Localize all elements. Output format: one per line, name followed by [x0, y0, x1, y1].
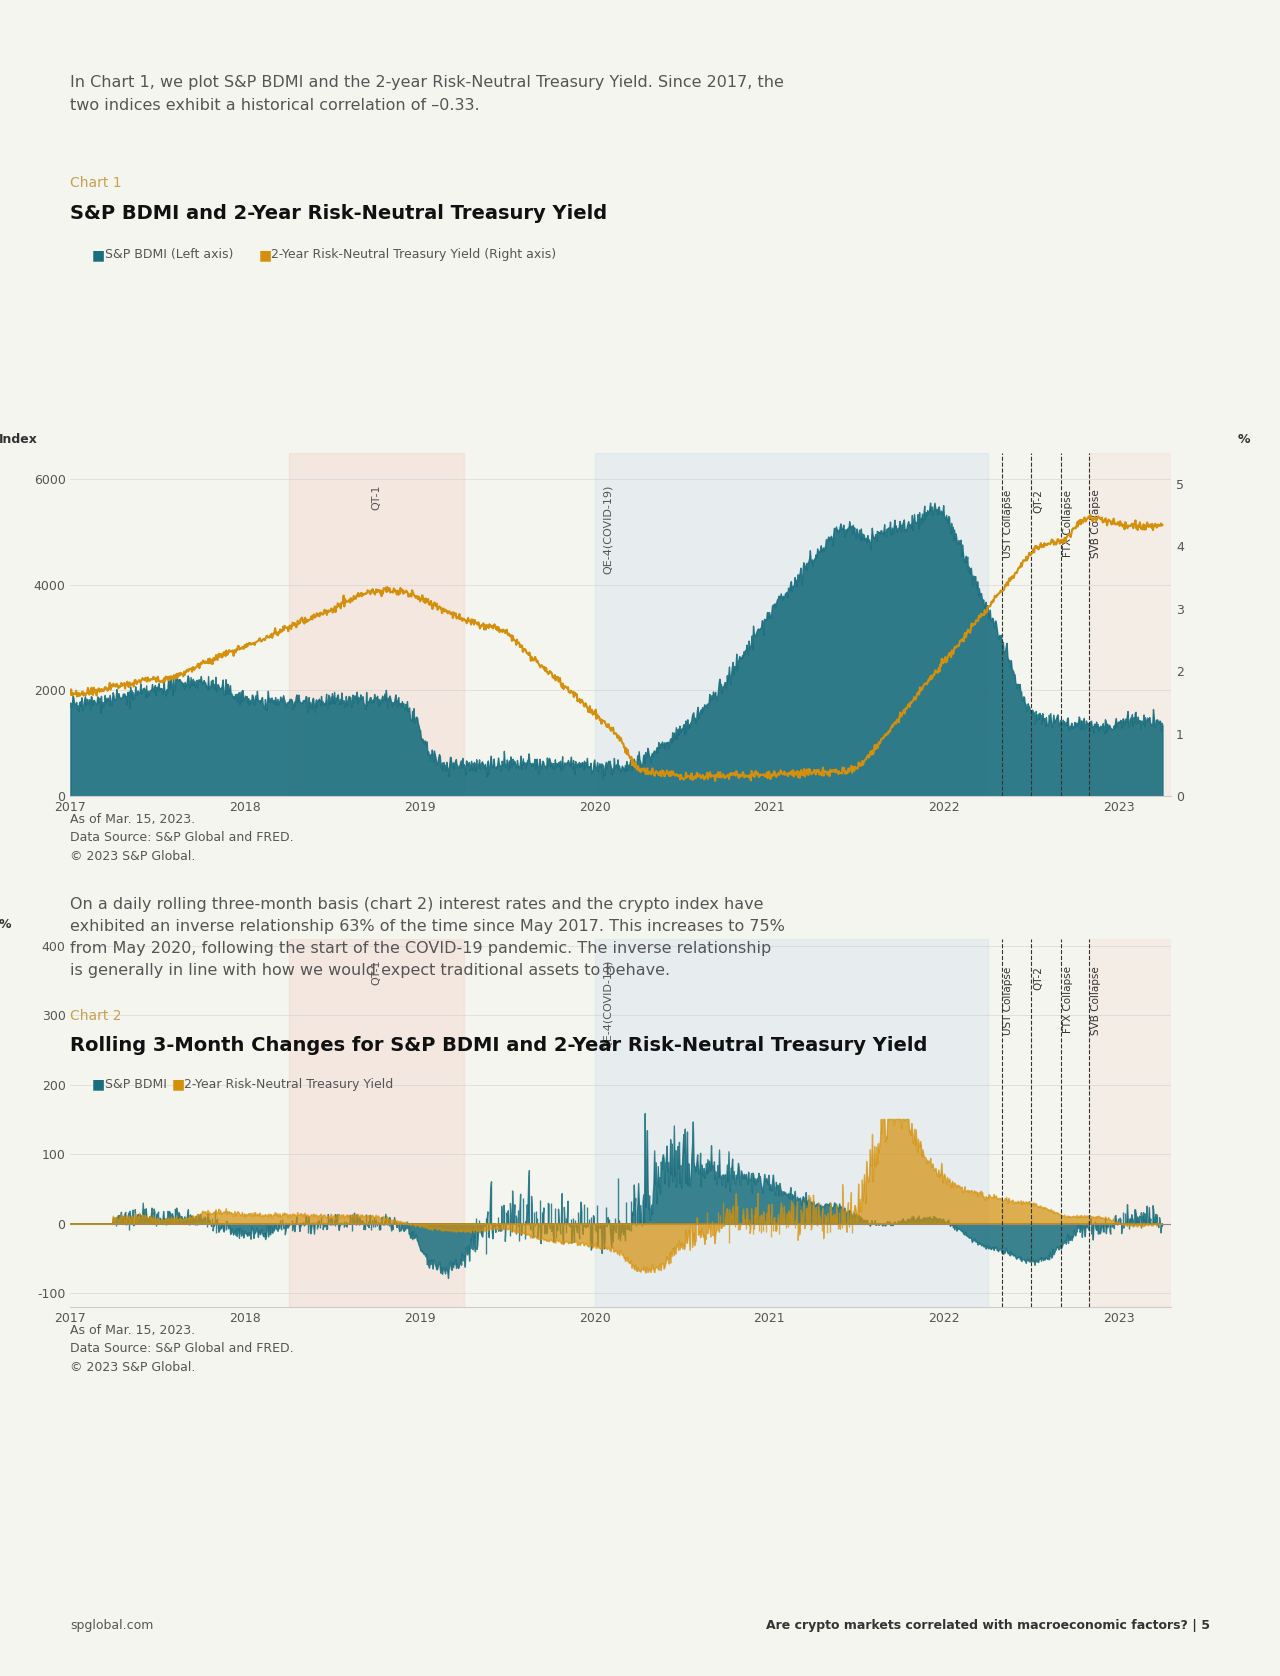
Text: © 2023 S&P Global.: © 2023 S&P Global.	[70, 1361, 196, 1374]
Bar	[595, 453, 988, 796]
Text: QT-1: QT-1	[371, 959, 381, 985]
Bar	[289, 453, 463, 796]
Text: 2-Year Risk-Neutral Treasury Yield: 2-Year Risk-Neutral Treasury Yield	[184, 1078, 393, 1091]
Bar	[289, 939, 463, 1307]
Text: As of Mar. 15, 2023.: As of Mar. 15, 2023.	[70, 813, 196, 826]
Bar	[1089, 939, 1171, 1307]
Text: Chart 2: Chart 2	[70, 1009, 122, 1022]
Text: SVB Collapse: SVB Collapse	[1091, 489, 1101, 558]
Text: Chart 1: Chart 1	[70, 176, 122, 189]
Text: © 2023 S&P Global.: © 2023 S&P Global.	[70, 850, 196, 863]
Text: ■: ■	[92, 1078, 105, 1091]
Text: QE-4(COVID-19): QE-4(COVID-19)	[603, 484, 613, 573]
Text: UST Collapse: UST Collapse	[1004, 489, 1014, 558]
Text: As of Mar. 15, 2023.: As of Mar. 15, 2023.	[70, 1324, 196, 1337]
Text: Data Source: S&P Global and FRED.: Data Source: S&P Global and FRED.	[70, 1342, 294, 1356]
Text: QT-2: QT-2	[1033, 967, 1043, 991]
Text: ■: ■	[92, 248, 105, 261]
Text: ■: ■	[259, 248, 271, 261]
Bar	[1089, 453, 1171, 796]
Text: UST Collapse: UST Collapse	[1004, 967, 1014, 1034]
Text: %: %	[1238, 432, 1249, 446]
Text: QE-4(COVID-19): QE-4(COVID-19)	[603, 959, 613, 1049]
Text: QT-2: QT-2	[1033, 489, 1043, 513]
Text: spglobal.com: spglobal.com	[70, 1619, 154, 1632]
Text: %: %	[0, 918, 12, 932]
Text: FTX Collapse: FTX Collapse	[1062, 489, 1073, 556]
Text: S&P BDMI: S&P BDMI	[105, 1078, 166, 1091]
Text: SVB Collapse: SVB Collapse	[1091, 967, 1101, 1036]
Text: FTX Collapse: FTX Collapse	[1062, 967, 1073, 1034]
Text: Index: Index	[0, 432, 37, 446]
Text: In Chart 1, we plot S&P BDMI and the 2-year Risk-Neutral Treasury Yield. Since 2: In Chart 1, we plot S&P BDMI and the 2-y…	[70, 75, 785, 112]
Text: S&P BDMI (Left axis): S&P BDMI (Left axis)	[105, 248, 233, 261]
Text: QT-1: QT-1	[371, 484, 381, 510]
Text: Are crypto markets correlated with macroeconomic factors? | 5: Are crypto markets correlated with macro…	[765, 1619, 1210, 1632]
Text: S&P BDMI and 2-Year Risk-Neutral Treasury Yield: S&P BDMI and 2-Year Risk-Neutral Treasur…	[70, 204, 608, 223]
Text: 2-Year Risk-Neutral Treasury Yield (Right axis): 2-Year Risk-Neutral Treasury Yield (Righ…	[271, 248, 557, 261]
Text: Data Source: S&P Global and FRED.: Data Source: S&P Global and FRED.	[70, 831, 294, 845]
Bar	[595, 939, 988, 1307]
Text: On a daily rolling three-month basis (chart 2) interest rates and the crypto ind: On a daily rolling three-month basis (ch…	[70, 897, 785, 979]
Text: Rolling 3-Month Changes for S&P BDMI and 2-Year Risk-Neutral Treasury Yield: Rolling 3-Month Changes for S&P BDMI and…	[70, 1036, 928, 1054]
Text: ■: ■	[172, 1078, 184, 1091]
